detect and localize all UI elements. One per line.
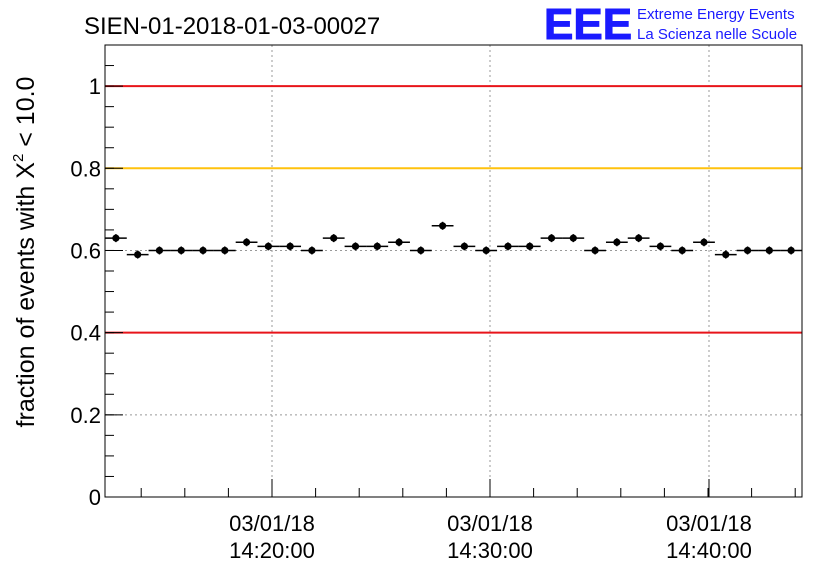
data-point [591, 246, 599, 255]
logo-line-1: Extreme Energy Events [637, 6, 795, 23]
data-point [569, 234, 577, 242]
y-tick-label: 1 [89, 74, 101, 99]
data-point [199, 246, 207, 255]
data-point [722, 250, 730, 259]
eee-logo: EEE Extreme Energy Events La Scienza nel… [544, 0, 798, 50]
y-tick-label: 0.8 [70, 156, 101, 181]
x-tick-time: 14:30:00 [447, 538, 533, 563]
data-point [787, 246, 795, 255]
data-point [635, 234, 643, 242]
data-point [351, 242, 360, 250]
data-point [417, 246, 425, 255]
data-point [526, 242, 534, 250]
chart-title: SIEN-01-2018-01-03-00027 [84, 13, 380, 40]
y-axis-label: fraction of events with X2 < 10.0 [10, 77, 40, 428]
x-tick-time: 14:20:00 [229, 538, 315, 563]
logo-line-2: La Scienza nelle Scuole [637, 26, 797, 43]
data-point [439, 222, 447, 230]
data-point [330, 234, 338, 242]
data-point [308, 246, 316, 255]
data-point [765, 246, 773, 255]
data-point [460, 242, 468, 250]
data-point [678, 246, 686, 255]
y-tick-label: 0.6 [70, 238, 101, 263]
data-point [547, 234, 556, 242]
y-tick-label: 0.2 [70, 403, 101, 428]
data-point [482, 246, 490, 255]
y-tick-label: 0.4 [70, 321, 101, 346]
x-tick-time: 14:40:00 [666, 538, 752, 563]
data-point [264, 242, 272, 250]
logo-mark: EEE [544, 0, 632, 49]
data-point [395, 238, 403, 246]
plot-frame [104, 44, 803, 498]
y-axis: 0 0.2 0.4 0.6 0.8 1 [70, 65, 123, 510]
y-label-prefix: fraction of events with [12, 179, 40, 428]
data-point [613, 238, 621, 246]
y-label-sup: 2 [10, 154, 27, 162]
data-point [177, 246, 185, 255]
data-point [221, 246, 229, 255]
grid-lines [105, 45, 802, 497]
y-label-suffix: < 10.0 [12, 77, 40, 154]
data-point [242, 238, 251, 246]
data-point [700, 238, 708, 246]
data-point [112, 234, 120, 242]
x-tick-date: 03/01/18 [229, 511, 315, 536]
data-point [656, 242, 665, 250]
x-axis: 03/01/1814:20:0003/01/1814:30:0003/01/18… [140, 479, 796, 563]
x-tick-date: 03/01/18 [666, 511, 752, 536]
data-point [134, 250, 142, 259]
reference-lines [105, 85, 802, 334]
data-point [155, 246, 164, 255]
data-point [373, 242, 381, 250]
data-points [105, 221, 802, 259]
y-tick-label: 0 [89, 485, 101, 510]
data-point [504, 242, 512, 250]
x-tick-date: 03/01/18 [447, 511, 533, 536]
y-label-chi: X [12, 162, 40, 179]
data-point [286, 242, 294, 250]
data-point [743, 246, 752, 255]
